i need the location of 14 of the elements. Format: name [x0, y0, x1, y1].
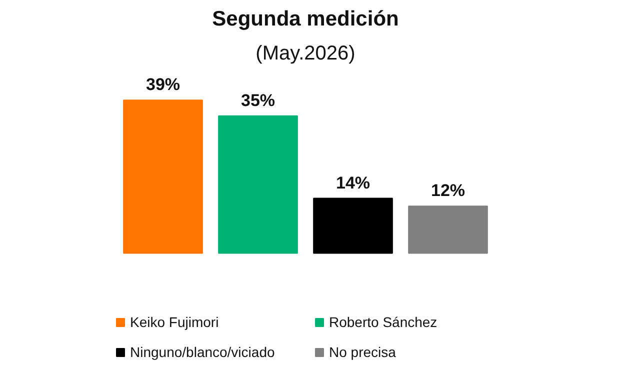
chart-subtitle: (May.2026) [256, 42, 356, 64]
bar [123, 100, 203, 254]
bar [408, 206, 488, 254]
data-label: 35% [240, 90, 276, 110]
data-label: 39% [146, 75, 180, 94]
data-label: 14% [336, 173, 370, 192]
data-label: 12% [430, 181, 466, 200]
bar [218, 115, 298, 254]
legend-label: Ninguno/blanco/viciado [130, 344, 276, 360]
bar [313, 198, 393, 254]
chart-title: Segunda medición [212, 8, 399, 30]
legend-label: No precisa [329, 344, 397, 360]
legend-label: Keiko Fujimori [130, 314, 220, 330]
legend-label: Roberto Sánchez [329, 314, 438, 330]
